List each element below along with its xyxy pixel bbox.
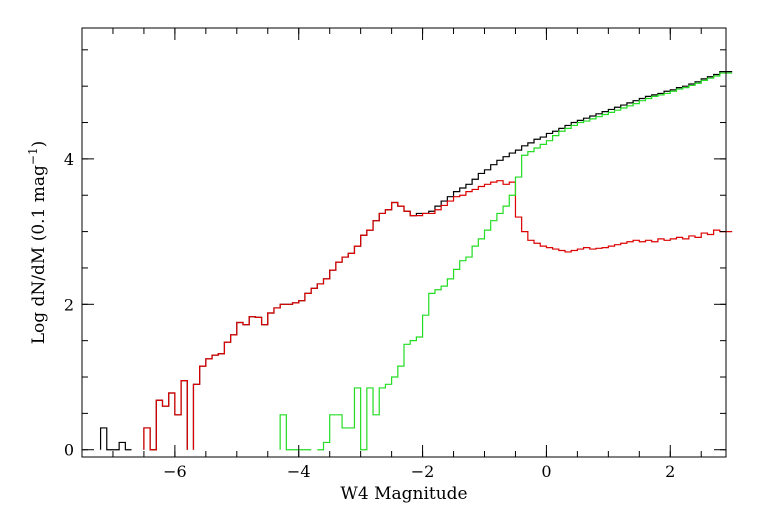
plot-frame [81,27,727,458]
x-tick-label: −4 [287,462,311,481]
x-tick-label: −2 [411,462,435,481]
x-tick-label: 0 [541,462,551,481]
series-1-line [143,180,733,451]
x-axis-label: W4 Magnitude [340,484,467,504]
series-2-line [279,72,733,451]
series-0-line [99,71,733,451]
y-axis-label-main: Log dN/dM (0.1 mag [29,165,49,344]
y-tick-label: 2 [64,295,74,314]
series-layer [99,71,733,451]
y-axis-label-sup: −1 [26,147,40,165]
y-tick-label: 4 [64,150,74,169]
y-axis-label: Log dN/dM (0.1 mag−1) [26,141,49,345]
y-axis-label-close: ) [29,141,49,148]
x-tick-label: 2 [665,462,675,481]
y-tick-label: 0 [64,441,74,460]
ticks-layer: −6 −4 −2 0 2 0 2 4 [64,28,726,481]
x-tick-label: −6 [163,462,187,481]
